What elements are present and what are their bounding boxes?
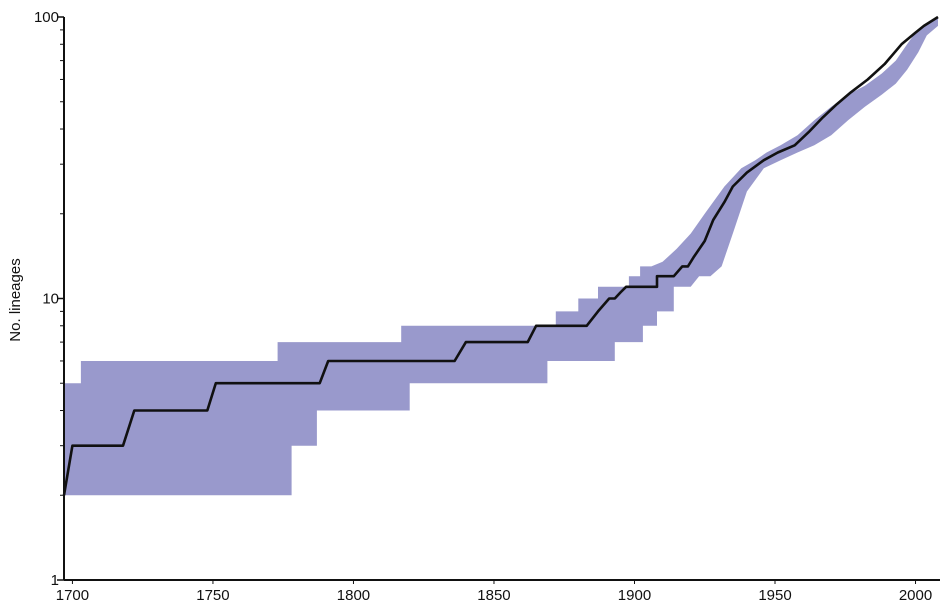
x-tick-label: 1800 (337, 587, 370, 604)
y-tick-layer: 1 10 100 (34, 9, 64, 589)
y-tick-label: 1 (51, 572, 59, 589)
x-tick-label: 2000 (899, 587, 932, 604)
x-tick-layer: 1700 1750 1800 1850 1900 1950 2000 (56, 580, 932, 604)
y-tick-label: 10 (42, 291, 59, 308)
x-tick-label: 1950 (758, 587, 791, 604)
x-tick-label: 1900 (618, 587, 651, 604)
confidence-band-layer (64, 17, 938, 496)
x-tick-label: 1700 (56, 587, 89, 604)
x-tick-label: 1750 (196, 587, 229, 604)
y-tick-label: 100 (34, 9, 59, 26)
axes (63, 17, 940, 581)
lineage-line-layer (62, 15, 939, 496)
lineage-line (62, 15, 939, 496)
x-tick-label: 1850 (477, 587, 510, 604)
confidence-band (64, 17, 938, 496)
y-axis-title: No. lineages (7, 258, 24, 341)
